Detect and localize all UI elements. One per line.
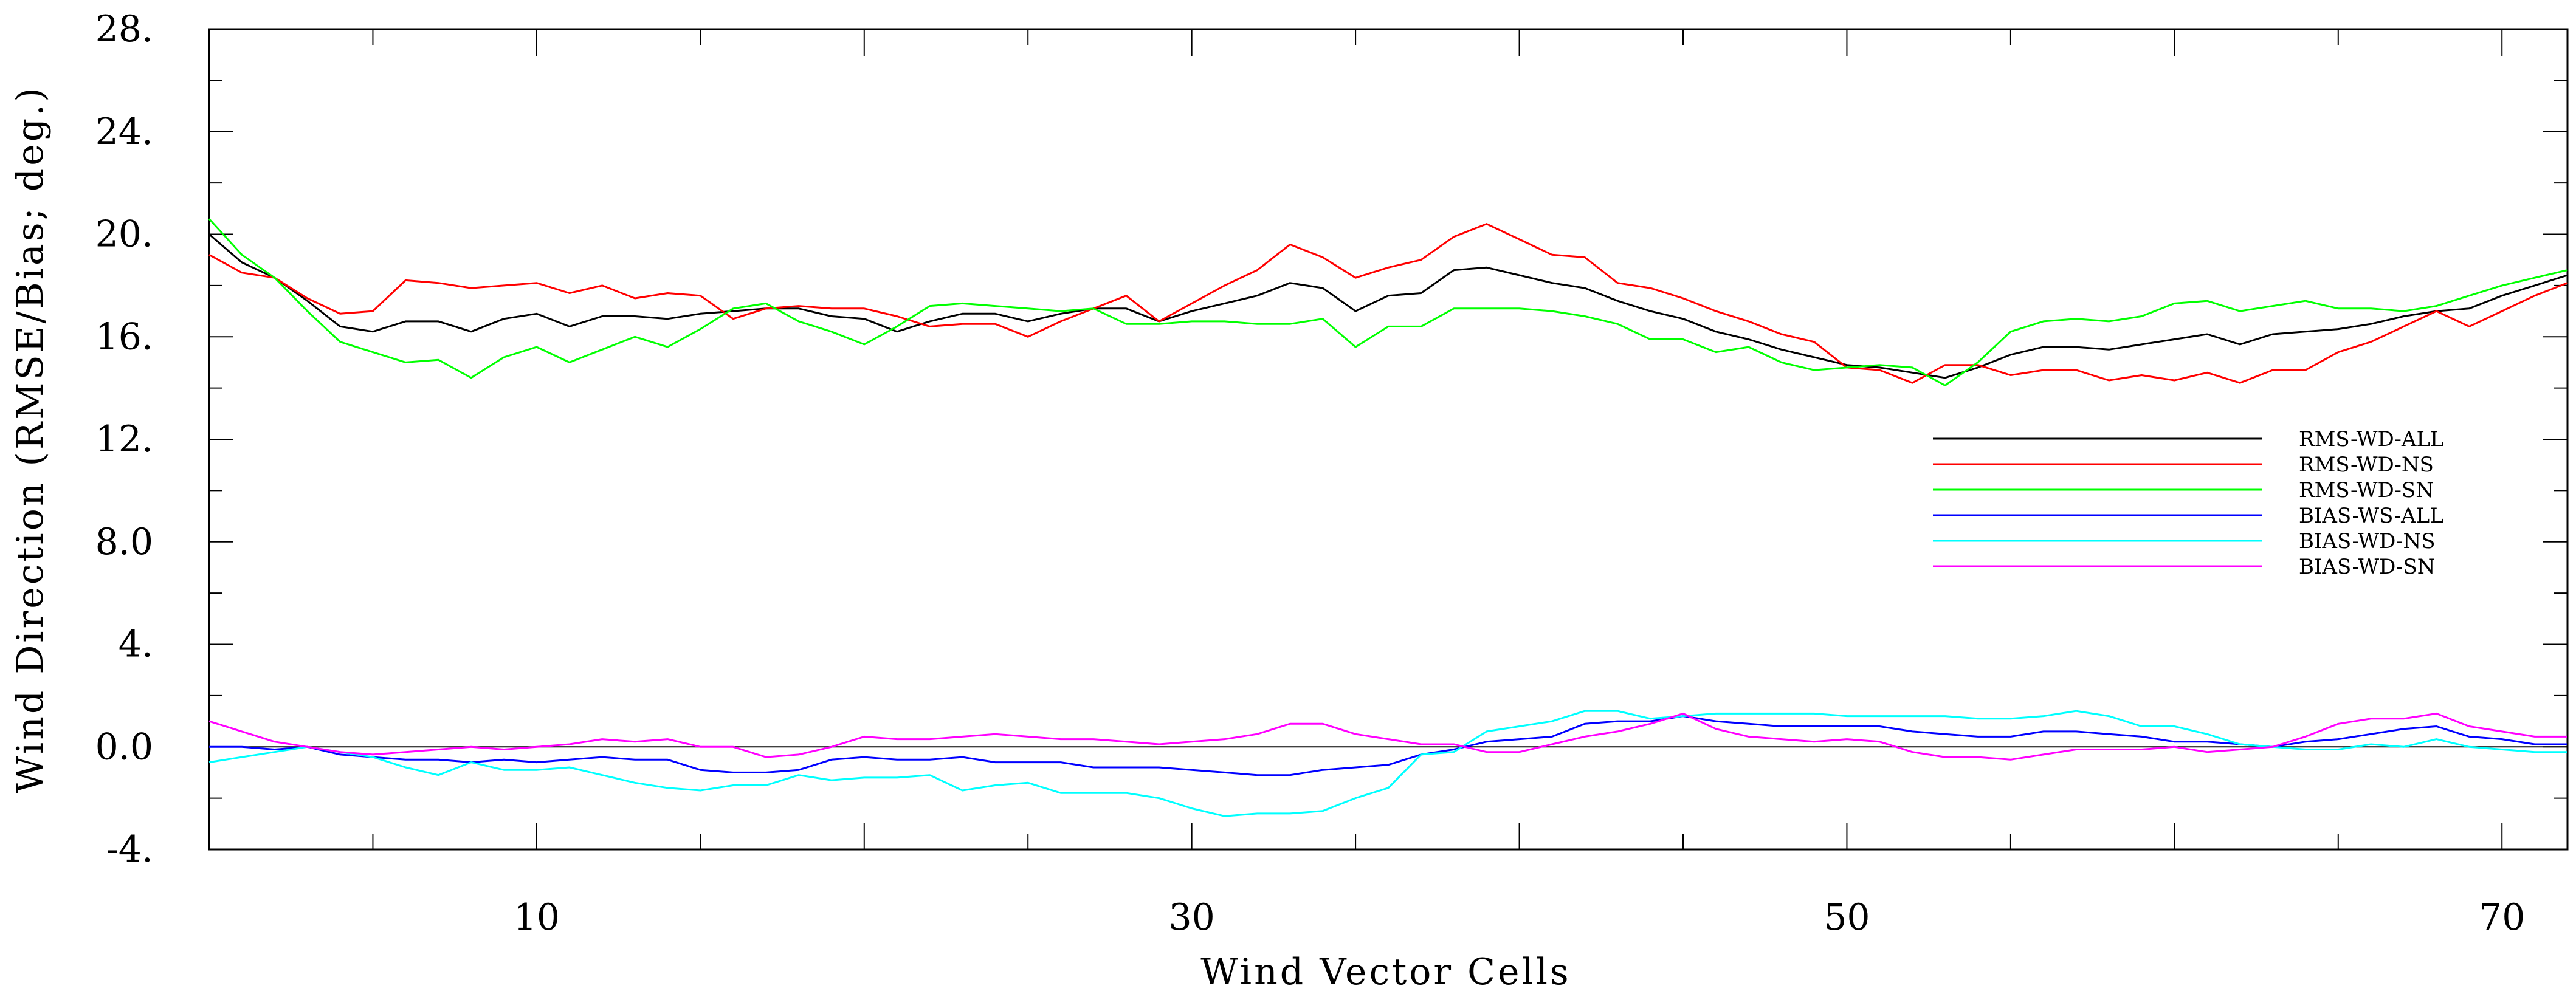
legend-label: RMS-WD-SN xyxy=(2299,478,2434,502)
y-tick-label: 28. xyxy=(95,8,153,50)
y-tick-label: 8.0 xyxy=(95,521,153,563)
x-tick-label: 30 xyxy=(1168,896,1214,939)
y-tick-label: -4. xyxy=(106,828,153,871)
legend-label: RMS-WD-ALL xyxy=(2299,427,2444,451)
y-tick-label: 16. xyxy=(95,315,153,358)
legend-label: RMS-WD-NS xyxy=(2299,453,2434,477)
legend-label: BIAS-WD-NS xyxy=(2299,529,2436,554)
x-tick-label: 70 xyxy=(2479,896,2525,939)
y-tick-label: 24. xyxy=(95,111,153,153)
y-axis-title: Wind Direction (RMSE/Bias; deg.) xyxy=(9,85,52,793)
tick-labels: -4. 0.0 4. 8.0 12. 16. 20. 24. 28. 10 30 50 70 xyxy=(95,8,2526,939)
series-line-bias-wd-ns xyxy=(208,710,2567,817)
series-line-rms-wd-sn xyxy=(208,218,2568,386)
y-tick-label: 12. xyxy=(95,418,153,461)
legend-label: BIAS-WD-SN xyxy=(2299,555,2436,579)
x-tick-label: 50 xyxy=(1824,896,1870,939)
y-tick-label: 0.0 xyxy=(95,725,153,768)
y-tick-label: 4. xyxy=(119,623,153,666)
y-tick-label: 20. xyxy=(95,213,153,256)
series-line-rms-wd-ns xyxy=(208,223,2568,384)
legend: RMS-WD-ALLRMS-WD-NSRMS-WD-SNBIAS-WS-ALLB… xyxy=(1933,427,2444,579)
axis-ticks xyxy=(209,29,2567,850)
series-lines xyxy=(208,218,2568,817)
x-axis-title: Wind Vector Cells xyxy=(1200,951,1571,993)
x-tick-label: 10 xyxy=(514,896,560,939)
series-line-rms-wd-all xyxy=(208,233,2568,379)
series-line-bias-ws-all xyxy=(209,715,2567,776)
legend-label: BIAS-WS-ALL xyxy=(2299,504,2443,528)
series-line-bias-wd-sn xyxy=(208,712,2567,761)
